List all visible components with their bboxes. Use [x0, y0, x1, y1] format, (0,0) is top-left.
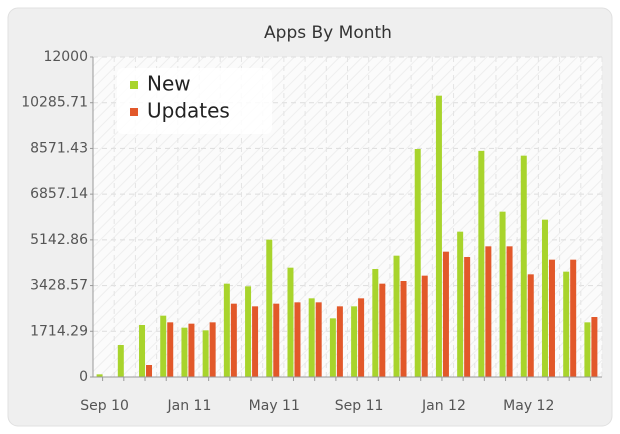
- bar: [202, 330, 209, 377]
- bar: [478, 150, 485, 377]
- bar: [506, 246, 513, 377]
- bar: [188, 323, 195, 377]
- bar: [541, 219, 548, 377]
- legend-box: [117, 68, 272, 134]
- bar: [252, 306, 259, 377]
- bar: [464, 257, 471, 377]
- bar: [591, 317, 598, 377]
- bar: [563, 271, 570, 377]
- x-tick-label: Jan 11: [167, 398, 212, 414]
- bar: [139, 325, 146, 377]
- bar: [570, 259, 577, 377]
- x-tick-label: May 12: [503, 398, 554, 414]
- bar: [209, 322, 216, 377]
- y-tick-label: 12000: [43, 49, 88, 65]
- y-tick-label: 3428.57: [30, 278, 88, 294]
- bar: [372, 269, 379, 377]
- bar: [351, 306, 358, 377]
- x-tick-label: Sep 11: [335, 398, 384, 414]
- bar: [294, 302, 301, 377]
- bar: [435, 95, 442, 378]
- bar: [393, 255, 400, 377]
- bar: [146, 365, 153, 377]
- bar: [160, 315, 167, 377]
- legend-swatch: [130, 81, 138, 89]
- legend-swatch: [130, 108, 138, 116]
- bar: [308, 298, 315, 377]
- bar: [527, 274, 534, 377]
- bar: [96, 374, 103, 377]
- bar: [442, 251, 449, 377]
- bar: [315, 302, 322, 377]
- bar: [548, 259, 555, 377]
- bar: [223, 283, 230, 377]
- bar: [421, 275, 428, 377]
- bar: [181, 327, 188, 377]
- x-tick-label: Sep 10: [80, 398, 129, 414]
- bar: [400, 281, 407, 377]
- legend-label: Updates: [147, 99, 230, 123]
- bar: [485, 246, 492, 377]
- bar: [287, 267, 294, 377]
- legend-label: New: [147, 72, 191, 96]
- x-tick-label: Jan 12: [421, 398, 466, 414]
- bar: [245, 286, 252, 377]
- x-tick-label: May 11: [249, 398, 300, 414]
- bar: [117, 345, 124, 377]
- bar: [358, 298, 365, 377]
- bar: [520, 155, 527, 377]
- bar: [266, 239, 273, 377]
- bar: [379, 283, 386, 377]
- bar: [499, 211, 506, 377]
- y-tick-label: 10285.71: [21, 95, 88, 111]
- y-tick-label: 5142.86: [30, 232, 88, 248]
- bar: [414, 149, 421, 377]
- chart-title: Apps By Month: [264, 23, 392, 43]
- bar: [273, 303, 280, 377]
- bar: [230, 303, 237, 377]
- bar: [329, 318, 336, 377]
- y-tick-label: 8571.43: [30, 140, 88, 156]
- bar: [457, 231, 464, 377]
- bar: [584, 322, 591, 377]
- y-tick-label: 0: [79, 369, 88, 385]
- y-tick-label: 1714.29: [30, 323, 88, 339]
- y-tick-label: 6857.14: [30, 186, 88, 202]
- bar: [336, 306, 343, 377]
- bar: [167, 322, 174, 377]
